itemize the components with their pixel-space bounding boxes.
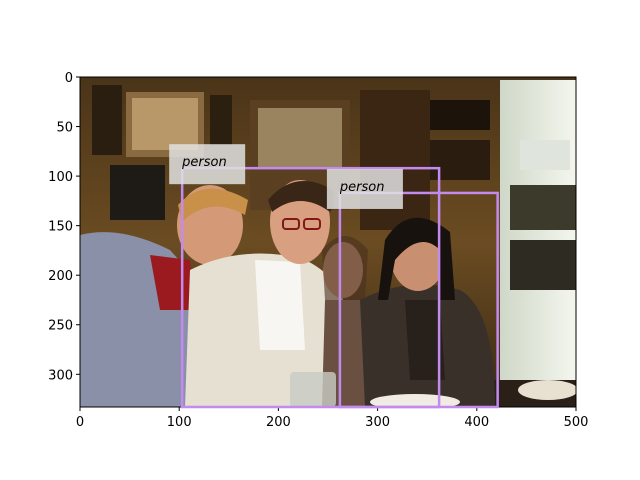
y-tick-label: 250 <box>48 319 73 334</box>
bounding-box <box>180 166 441 409</box>
y-tick-label: 300 <box>48 368 73 383</box>
x-tick-label: 300 <box>365 415 390 430</box>
y-tick-label: 200 <box>48 269 73 284</box>
box-label: person <box>181 155 227 170</box>
box-label: person <box>339 180 385 195</box>
photo <box>80 77 576 407</box>
bounding-box <box>338 191 499 409</box>
y-tick-label: 50 <box>56 121 73 136</box>
label-background <box>326 168 403 209</box>
x-tick-label: 0 <box>76 415 84 430</box>
x-axis: 0 100 200 300 400 500 <box>76 407 589 430</box>
x-tick-label: 400 <box>464 415 489 430</box>
x-tick-label: 100 <box>167 415 192 430</box>
x-tick-label: 200 <box>266 415 291 430</box>
y-tick-label: 100 <box>48 170 73 185</box>
y-axis: 0 50 100 150 200 250 300 <box>48 71 80 383</box>
label-background <box>169 144 246 185</box>
y-tick-label: 150 <box>48 220 73 235</box>
detection-overlays: person person <box>169 144 499 409</box>
y-tick-label: 0 <box>65 71 73 86</box>
x-tick-label: 500 <box>564 415 589 430</box>
